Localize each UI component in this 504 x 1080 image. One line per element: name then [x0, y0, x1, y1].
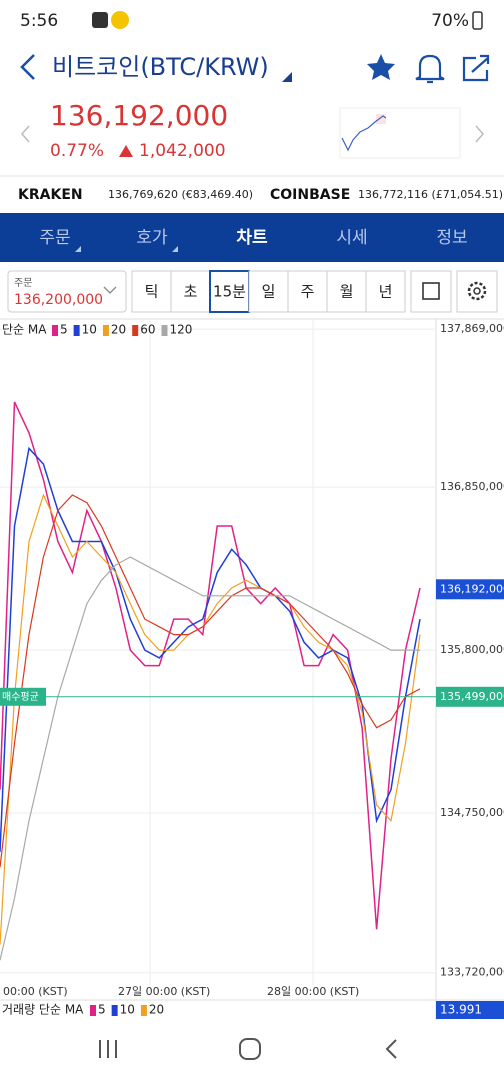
alarm-button[interactable] — [415, 54, 445, 84]
prev-arrow[interactable] — [21, 125, 30, 143]
legend-swatch — [140, 1005, 147, 1016]
status-time: 5:56 — [20, 11, 58, 31]
interval-button[interactable] — [209, 270, 250, 313]
legend-swatch — [52, 325, 58, 336]
interval-button[interactable] — [170, 270, 211, 313]
legend-label: 120 — [169, 323, 192, 337]
interval-button[interactable] — [326, 270, 367, 313]
x-tick-label: 27일 00:00 (KST) — [118, 984, 210, 998]
drawing-button[interactable] — [410, 270, 452, 313]
legend-label: 10 — [120, 1003, 135, 1017]
back-nav-button[interactable] — [385, 1039, 397, 1059]
x-tick-label: 28일 00:00 (KST) — [267, 984, 359, 998]
interval-label: 주 — [301, 283, 315, 301]
favorite-button[interactable] — [367, 54, 395, 80]
y-tick-label: 133,720,000 — [440, 966, 504, 979]
legend-label: 5 — [60, 323, 68, 337]
average-label-box — [0, 687, 46, 706]
tab[interactable]: 시세 — [336, 228, 367, 248]
exchange-price: 136,772,116 (£71,054.51) — [358, 188, 503, 201]
current-price-box — [436, 579, 504, 600]
exchange-name: KRAKEN — [18, 187, 83, 203]
coin-title[interactable]: 비트코인(BTC/KRW) — [52, 53, 269, 81]
ma-line — [0, 493, 421, 945]
legend-swatch — [90, 1005, 96, 1016]
average-price-box — [436, 686, 504, 707]
average-label: 매수평균 — [2, 691, 39, 703]
exchange-price: 136,769,620 (€83,469.40) — [108, 188, 253, 201]
ma-line — [0, 494, 421, 868]
interval-label: 년 — [379, 283, 393, 301]
exchange-name: COINBASE — [270, 187, 350, 203]
mini-chart-line — [341, 115, 387, 152]
legend-label: 60 — [140, 323, 155, 337]
share-button[interactable] — [462, 54, 490, 82]
order-label: 주문 — [14, 277, 32, 289]
average-price-label: 135,499,000 — [440, 690, 504, 703]
back-button[interactable] — [20, 54, 35, 80]
tab[interactable]: 정보 — [436, 228, 467, 248]
status-battery: 70% — [431, 11, 469, 31]
status-icon — [92, 12, 108, 28]
ma-line — [0, 556, 420, 961]
order-dropdown — [103, 286, 117, 294]
current-price: 136,192,000 — [50, 99, 228, 132]
tab[interactable]: 주문 — [39, 228, 70, 248]
volume-value-box — [436, 1001, 504, 1019]
interval-button[interactable] — [131, 270, 172, 313]
order-price: 136,200,000 — [14, 292, 103, 308]
legend-label: 20 — [149, 1003, 164, 1017]
legend-title: 단순 MA — [2, 323, 47, 337]
interval-label: 틱 — [145, 283, 159, 301]
tab[interactable]: 호가 — [136, 228, 168, 248]
nav-bar — [0, 1020, 504, 1080]
tab-dropdown — [75, 246, 81, 252]
change-amount: 1,042,000 — [139, 141, 226, 161]
change-rate: 0.77% — [50, 141, 104, 161]
current-price-label: 136,192,000 — [440, 582, 504, 595]
interval-button[interactable] — [365, 270, 406, 313]
settings-icon — [473, 287, 481, 295]
interval-label: 15분 — [213, 283, 246, 301]
y-tick-label: 136,850,000 — [440, 480, 504, 493]
battery-icon — [472, 11, 483, 30]
legend-label: 20 — [111, 323, 126, 337]
x-tick-label: 00:00 (KST) — [3, 985, 68, 998]
mini-chart[interactable] — [339, 107, 461, 159]
interval-label: 월 — [340, 283, 354, 301]
order-box[interactable] — [7, 270, 127, 313]
recents-button[interactable] — [99, 1040, 117, 1058]
up-icon — [119, 145, 133, 157]
tab-dropdown — [172, 246, 178, 252]
y-tick-label: 134,750,000 — [440, 806, 504, 819]
y-tick-label: 135,800,000 — [440, 643, 504, 656]
volume-value: 13.991 — [440, 1003, 482, 1017]
y-tick-label: 137,869,000 — [440, 322, 504, 335]
interval-button[interactable] — [248, 270, 289, 313]
legend-swatch — [73, 325, 80, 336]
interval-label: 일 — [262, 283, 276, 301]
tab[interactable]: 차트 — [236, 228, 268, 248]
tab-bar — [0, 213, 504, 262]
legend-swatch — [111, 1005, 118, 1016]
settings-icon — [467, 281, 487, 301]
next-arrow[interactable] — [475, 125, 484, 143]
mini-chart-area — [376, 114, 386, 124]
home-button[interactable] — [239, 1038, 261, 1060]
title-dropdown — [282, 72, 292, 82]
status-icon — [111, 11, 129, 29]
interval-label: 초 — [184, 283, 198, 301]
legend-swatch — [102, 325, 109, 336]
drawing-icon — [422, 282, 440, 300]
legend-swatch — [132, 325, 139, 336]
legend-swatch — [161, 325, 168, 336]
legend-label: 5 — [98, 1003, 106, 1017]
ma-line — [0, 401, 421, 930]
legend-label: 10 — [82, 323, 97, 337]
settings-button[interactable] — [456, 270, 498, 313]
volume-legend-title: 거래량 단순 MA — [2, 1003, 84, 1017]
